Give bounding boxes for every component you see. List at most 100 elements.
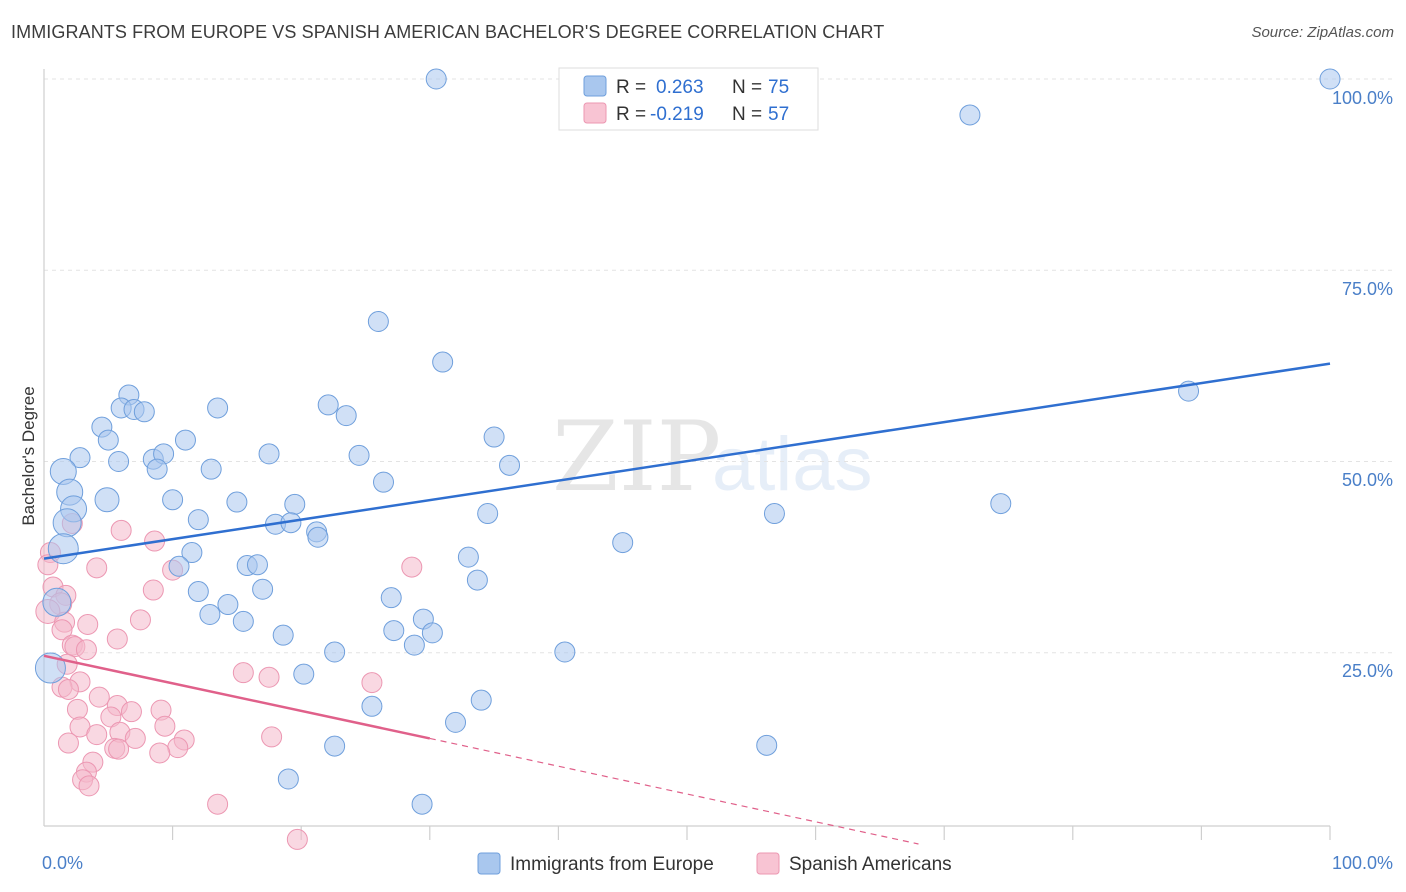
trend-lines bbox=[43, 362, 1331, 845]
immigrants-from-europe-point bbox=[252, 578, 274, 600]
y-axis-title: Bachelor's Degree bbox=[19, 386, 38, 525]
spanish-americans-point bbox=[261, 726, 283, 748]
europe-trend-line bbox=[43, 362, 1331, 560]
immigrants-from-europe-point bbox=[403, 634, 425, 656]
x-tick-label-100: 100.0% bbox=[1332, 853, 1393, 873]
legend-r-label-2: R = bbox=[616, 104, 646, 125]
immigrants-from-europe-point bbox=[97, 429, 119, 451]
immigrants-from-europe-point bbox=[217, 594, 239, 616]
spanish-americans-point bbox=[57, 732, 79, 754]
immigrants-from-europe-point bbox=[763, 503, 785, 525]
legend-n-value-1: 75 bbox=[768, 77, 789, 98]
source-label: Source: ZipAtlas.com bbox=[1251, 24, 1394, 41]
bottom-legend-spanish: Spanish Americans bbox=[789, 854, 952, 875]
immigrants-from-europe-point bbox=[307, 526, 329, 548]
legend-swatch-spanish bbox=[583, 102, 607, 124]
immigrants-from-europe-point bbox=[990, 493, 1012, 515]
bottom-legend-swatch-europe bbox=[477, 852, 501, 875]
immigrants-from-europe-point bbox=[174, 429, 196, 451]
immigrants-from-europe-point bbox=[373, 471, 395, 493]
spanish-americans-point bbox=[361, 672, 383, 694]
spanish-americans-point bbox=[120, 701, 142, 723]
x-axis-ticks bbox=[172, 826, 1331, 840]
y-tick-label-75: 75.0% bbox=[1342, 279, 1393, 299]
immigrants-from-europe-point bbox=[187, 509, 209, 531]
immigrants-from-europe-point bbox=[181, 542, 203, 564]
legend-n-label-1: N = bbox=[732, 77, 762, 98]
spanish-americans-point bbox=[129, 609, 151, 631]
watermark-atlas: atlas bbox=[712, 422, 873, 507]
spanish-americans-point bbox=[286, 828, 308, 850]
immigrants-from-europe-point bbox=[380, 587, 402, 609]
spanish-americans-point bbox=[207, 793, 229, 815]
bottom-legend-europe: Immigrants from Europe bbox=[510, 854, 714, 875]
immigrants-from-europe-point bbox=[272, 624, 294, 646]
immigrants-from-europe-point bbox=[108, 451, 130, 472]
stats-legend: R = 0.263 N = 75 R = -0.219 N = 57 bbox=[558, 67, 819, 131]
immigrants-from-europe-point bbox=[612, 532, 634, 554]
immigrants-from-europe-point bbox=[361, 695, 383, 717]
immigrants-from-europe-point bbox=[146, 458, 168, 480]
legend-r-value-2: -0.219 bbox=[650, 104, 704, 125]
immigrants-from-europe-point bbox=[317, 394, 339, 416]
immigrants-from-europe-point bbox=[293, 663, 315, 685]
legend-n-label-2: N = bbox=[732, 104, 762, 125]
immigrants-from-europe-point bbox=[383, 620, 405, 642]
immigrants-from-europe-point bbox=[69, 447, 91, 469]
y-tick-label-25: 25.0% bbox=[1342, 661, 1393, 681]
immigrants-from-europe-point bbox=[34, 652, 66, 684]
series-legend: Immigrants from Europe Spanish Americans bbox=[477, 852, 952, 875]
immigrants-from-europe-point bbox=[246, 554, 268, 576]
immigrants-from-europe-point bbox=[52, 508, 82, 538]
immigrants-from-europe-point bbox=[94, 487, 120, 513]
spanish-americans-point bbox=[154, 715, 176, 737]
spanish-americans-point bbox=[75, 639, 97, 661]
immigrants-from-europe-point bbox=[411, 793, 433, 815]
bottom-legend-swatch-spanish bbox=[756, 852, 780, 875]
immigrants-from-europe-point bbox=[258, 443, 280, 465]
spanish-americans-point bbox=[77, 613, 99, 635]
immigrants-from-europe-point bbox=[483, 426, 505, 448]
spanish-americans-point bbox=[78, 775, 100, 797]
spanish-americans-point bbox=[51, 619, 73, 641]
immigrants-from-europe-point bbox=[47, 533, 79, 565]
immigrants-from-europe-point bbox=[470, 689, 492, 711]
immigrants-from-europe-point bbox=[284, 493, 306, 515]
immigrants-from-europe-point bbox=[277, 768, 299, 790]
immigrants-from-europe-point bbox=[226, 491, 248, 513]
spanish-americans-point bbox=[258, 666, 280, 688]
immigrants-from-europe-point bbox=[466, 569, 488, 591]
immigrants-from-europe-point bbox=[756, 734, 778, 756]
spanish-americans-point bbox=[142, 579, 164, 601]
spanish-americans-point bbox=[88, 686, 110, 708]
immigrants-from-europe-point bbox=[232, 610, 254, 632]
spanish-americans-point bbox=[124, 727, 146, 749]
spanish-americans-point bbox=[149, 742, 171, 764]
immigrants-from-europe-point bbox=[554, 641, 576, 663]
immigrants-from-europe-point bbox=[367, 311, 389, 333]
immigrants-from-europe-point bbox=[133, 401, 155, 423]
immigrants-from-europe-point bbox=[162, 489, 184, 511]
immigrants-from-europe-point bbox=[335, 405, 357, 427]
spanish-americans-point bbox=[86, 724, 108, 746]
immigrants-from-europe-point bbox=[187, 581, 209, 603]
immigrants-from-europe-point bbox=[477, 503, 499, 525]
immigrants-from-europe-point bbox=[199, 604, 221, 625]
immigrants-from-europe-point bbox=[168, 555, 190, 577]
legend-n-value-2: 57 bbox=[768, 104, 789, 125]
immigrants-from-europe-point bbox=[42, 587, 72, 617]
spanish-americans-point bbox=[106, 628, 128, 650]
immigrants-from-europe-point bbox=[959, 104, 981, 126]
spanish-americans-points bbox=[35, 512, 423, 850]
immigrants-from-europe-point bbox=[425, 68, 447, 90]
spanish-americans-point bbox=[232, 662, 254, 684]
immigrants-from-europe-point bbox=[324, 641, 346, 663]
spanish-americans-point bbox=[401, 556, 423, 578]
spanish-americans-point bbox=[57, 678, 79, 700]
immigrants-from-europe-point bbox=[445, 711, 467, 733]
immigrants-from-europe-point bbox=[324, 735, 346, 757]
immigrants-from-europe-point bbox=[200, 458, 222, 480]
spanish-americans-point bbox=[110, 519, 132, 541]
spanish-americans-point bbox=[86, 557, 108, 579]
